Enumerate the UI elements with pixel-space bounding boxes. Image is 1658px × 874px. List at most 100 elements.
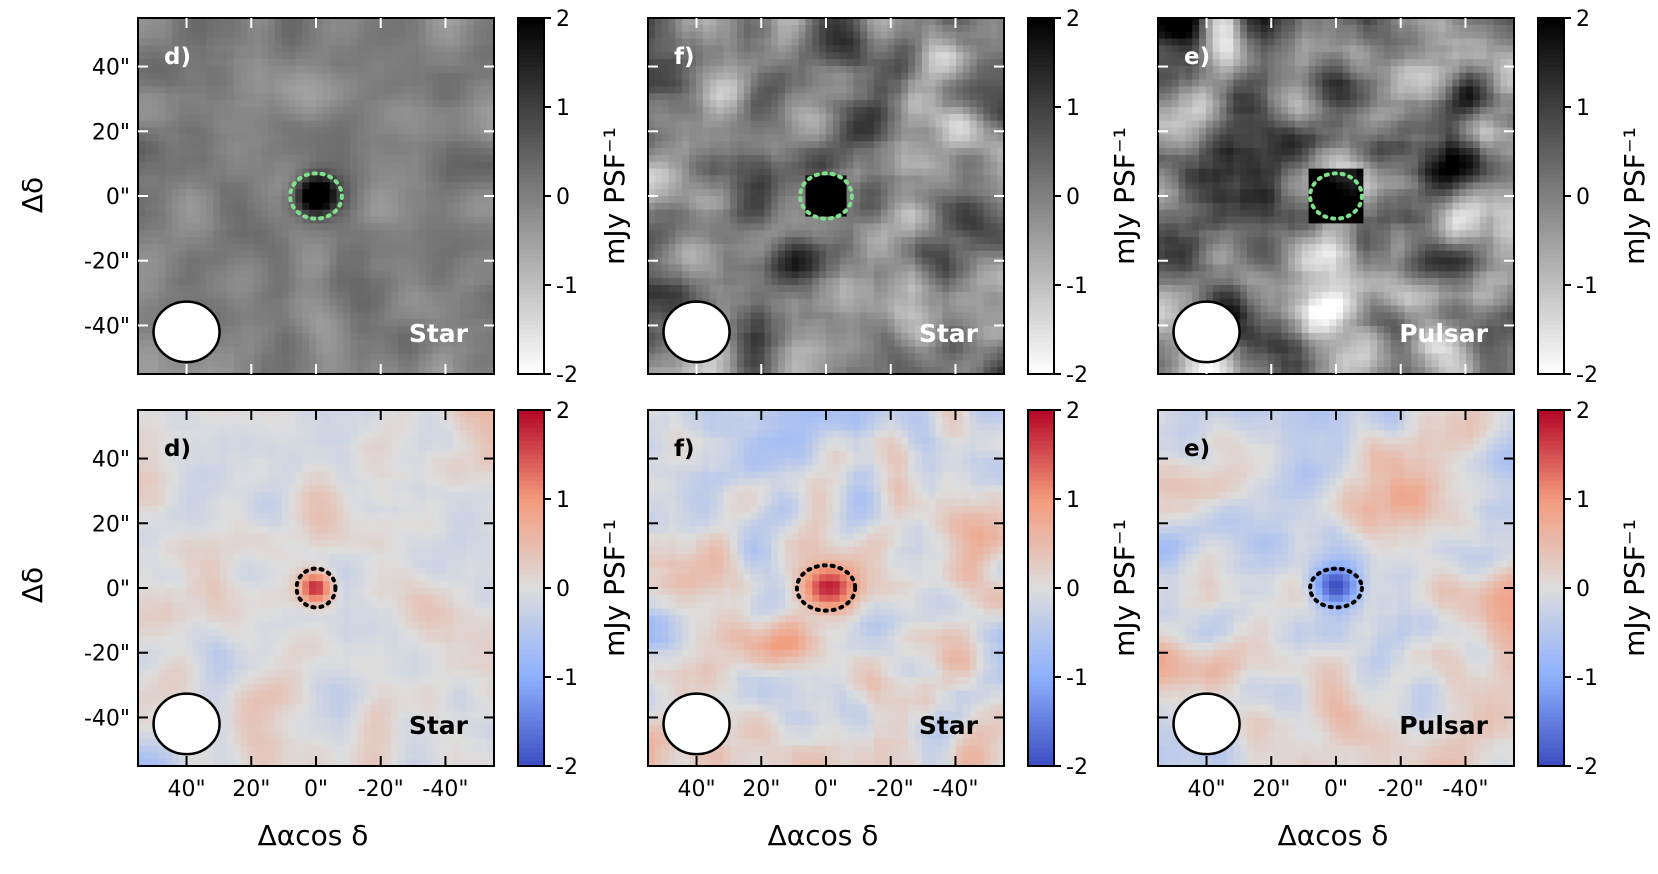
heatmap-cell <box>316 175 324 183</box>
heatmap-cell <box>880 216 889 224</box>
heatmap-cell <box>723 79 731 88</box>
heatmap-cell <box>192 107 201 115</box>
heatmap-cell <box>220 243 228 252</box>
heatmap-cell <box>949 291 957 300</box>
heatmap-cell <box>908 148 916 156</box>
heatmap-cell <box>860 134 868 142</box>
heatmap-cell <box>846 271 854 279</box>
heatmap-cell <box>206 100 214 108</box>
heatmap-cell <box>771 107 779 115</box>
heatmap-cell <box>370 278 379 286</box>
heatmap-cell <box>172 291 180 300</box>
heatmap-cell <box>165 291 173 300</box>
heatmap-cell <box>764 250 772 259</box>
heatmap-cell <box>165 250 173 259</box>
heatmap-cell <box>185 86 194 94</box>
heatmap-cell <box>288 332 297 341</box>
heatmap-cell <box>452 24 461 33</box>
heatmap-cell <box>363 24 372 33</box>
heatmap-cell <box>695 161 704 170</box>
heatmap-cell <box>689 196 697 204</box>
heatmap-cell <box>261 107 269 115</box>
heatmap-cell <box>716 107 724 115</box>
heatmap-cell <box>928 161 937 170</box>
heatmap-cell <box>357 127 365 135</box>
heatmap-cell <box>206 72 214 81</box>
heatmap-cell <box>329 339 338 348</box>
heatmap-cell <box>425 175 433 183</box>
heatmap-cell <box>247 216 255 224</box>
heatmap-cell <box>138 291 146 300</box>
heatmap-cell <box>240 285 249 293</box>
heatmap-cell <box>812 278 820 286</box>
heatmap-cell <box>466 52 475 60</box>
heatmap-cell <box>446 113 454 122</box>
heatmap-cell <box>737 148 745 156</box>
heatmap-cell <box>915 271 923 279</box>
heatmap-cell <box>391 257 399 266</box>
heatmap-cell <box>709 250 718 259</box>
heatmap-cell <box>384 196 392 204</box>
heatmap-cell <box>757 113 765 122</box>
heatmap-cell <box>487 52 495 60</box>
heatmap-cell <box>709 285 718 293</box>
heatmap-cell <box>942 65 950 74</box>
heatmap-cell <box>894 86 902 94</box>
heatmap-cell <box>702 175 711 183</box>
heatmap-cell <box>983 79 991 88</box>
heatmap-cell <box>336 230 344 238</box>
heatmap-cell <box>798 189 807 197</box>
heatmap-cell <box>144 339 153 348</box>
heatmap-cell <box>185 367 194 375</box>
heatmap-cell <box>812 134 820 142</box>
heatmap-cell <box>446 243 454 252</box>
heatmap-cell <box>976 148 985 156</box>
heatmap-cell <box>764 223 772 231</box>
heatmap-cell <box>363 134 372 142</box>
heatmap-cell <box>138 237 146 245</box>
heatmap-cell <box>771 148 779 156</box>
heatmap-cell <box>357 141 365 149</box>
heatmap-cell <box>179 86 187 94</box>
heatmap-cell <box>425 100 433 108</box>
heatmap-cell <box>921 148 930 156</box>
heatmap-cell <box>832 291 841 300</box>
heatmap-cell <box>956 72 964 81</box>
heatmap-cell <box>391 319 399 327</box>
heatmap-cell <box>675 52 683 60</box>
heatmap-cell <box>928 168 937 177</box>
heatmap-cell <box>956 291 964 300</box>
heatmap-cell <box>274 175 283 183</box>
heatmap-cell <box>370 237 379 245</box>
heatmap-cell <box>473 237 481 245</box>
heatmap-cell <box>172 93 180 101</box>
heatmap-cell <box>411 209 420 218</box>
heatmap-cell <box>798 291 807 300</box>
heatmap-cell <box>812 72 820 81</box>
heatmap-cell <box>750 93 759 101</box>
heatmap-cell <box>220 38 228 46</box>
heatmap-cell <box>935 148 943 156</box>
heatmap-cell <box>723 141 731 149</box>
heatmap-cell <box>812 264 820 272</box>
heatmap-cell <box>819 93 827 101</box>
heatmap-cell <box>322 72 331 81</box>
heatmap-cell <box>928 250 937 259</box>
heatmap-cell <box>956 189 964 197</box>
heatmap-cell <box>743 148 752 156</box>
heatmap-cell <box>185 65 194 74</box>
heatmap-cell <box>206 291 214 300</box>
heatmap-cell <box>418 223 427 231</box>
heatmap-cell <box>654 65 663 74</box>
heatmap-cell <box>873 250 882 259</box>
heatmap-cell <box>949 100 957 108</box>
heatmap-cell <box>199 196 208 204</box>
heatmap-cell <box>309 209 317 218</box>
heatmap-cell <box>908 264 916 272</box>
heatmap-cell <box>233 168 242 177</box>
heatmap-cell <box>819 189 827 197</box>
heatmap-cell <box>452 148 461 156</box>
heatmap-cell <box>370 353 379 361</box>
heatmap-cell <box>281 120 290 129</box>
heatmap-cell <box>350 38 358 46</box>
